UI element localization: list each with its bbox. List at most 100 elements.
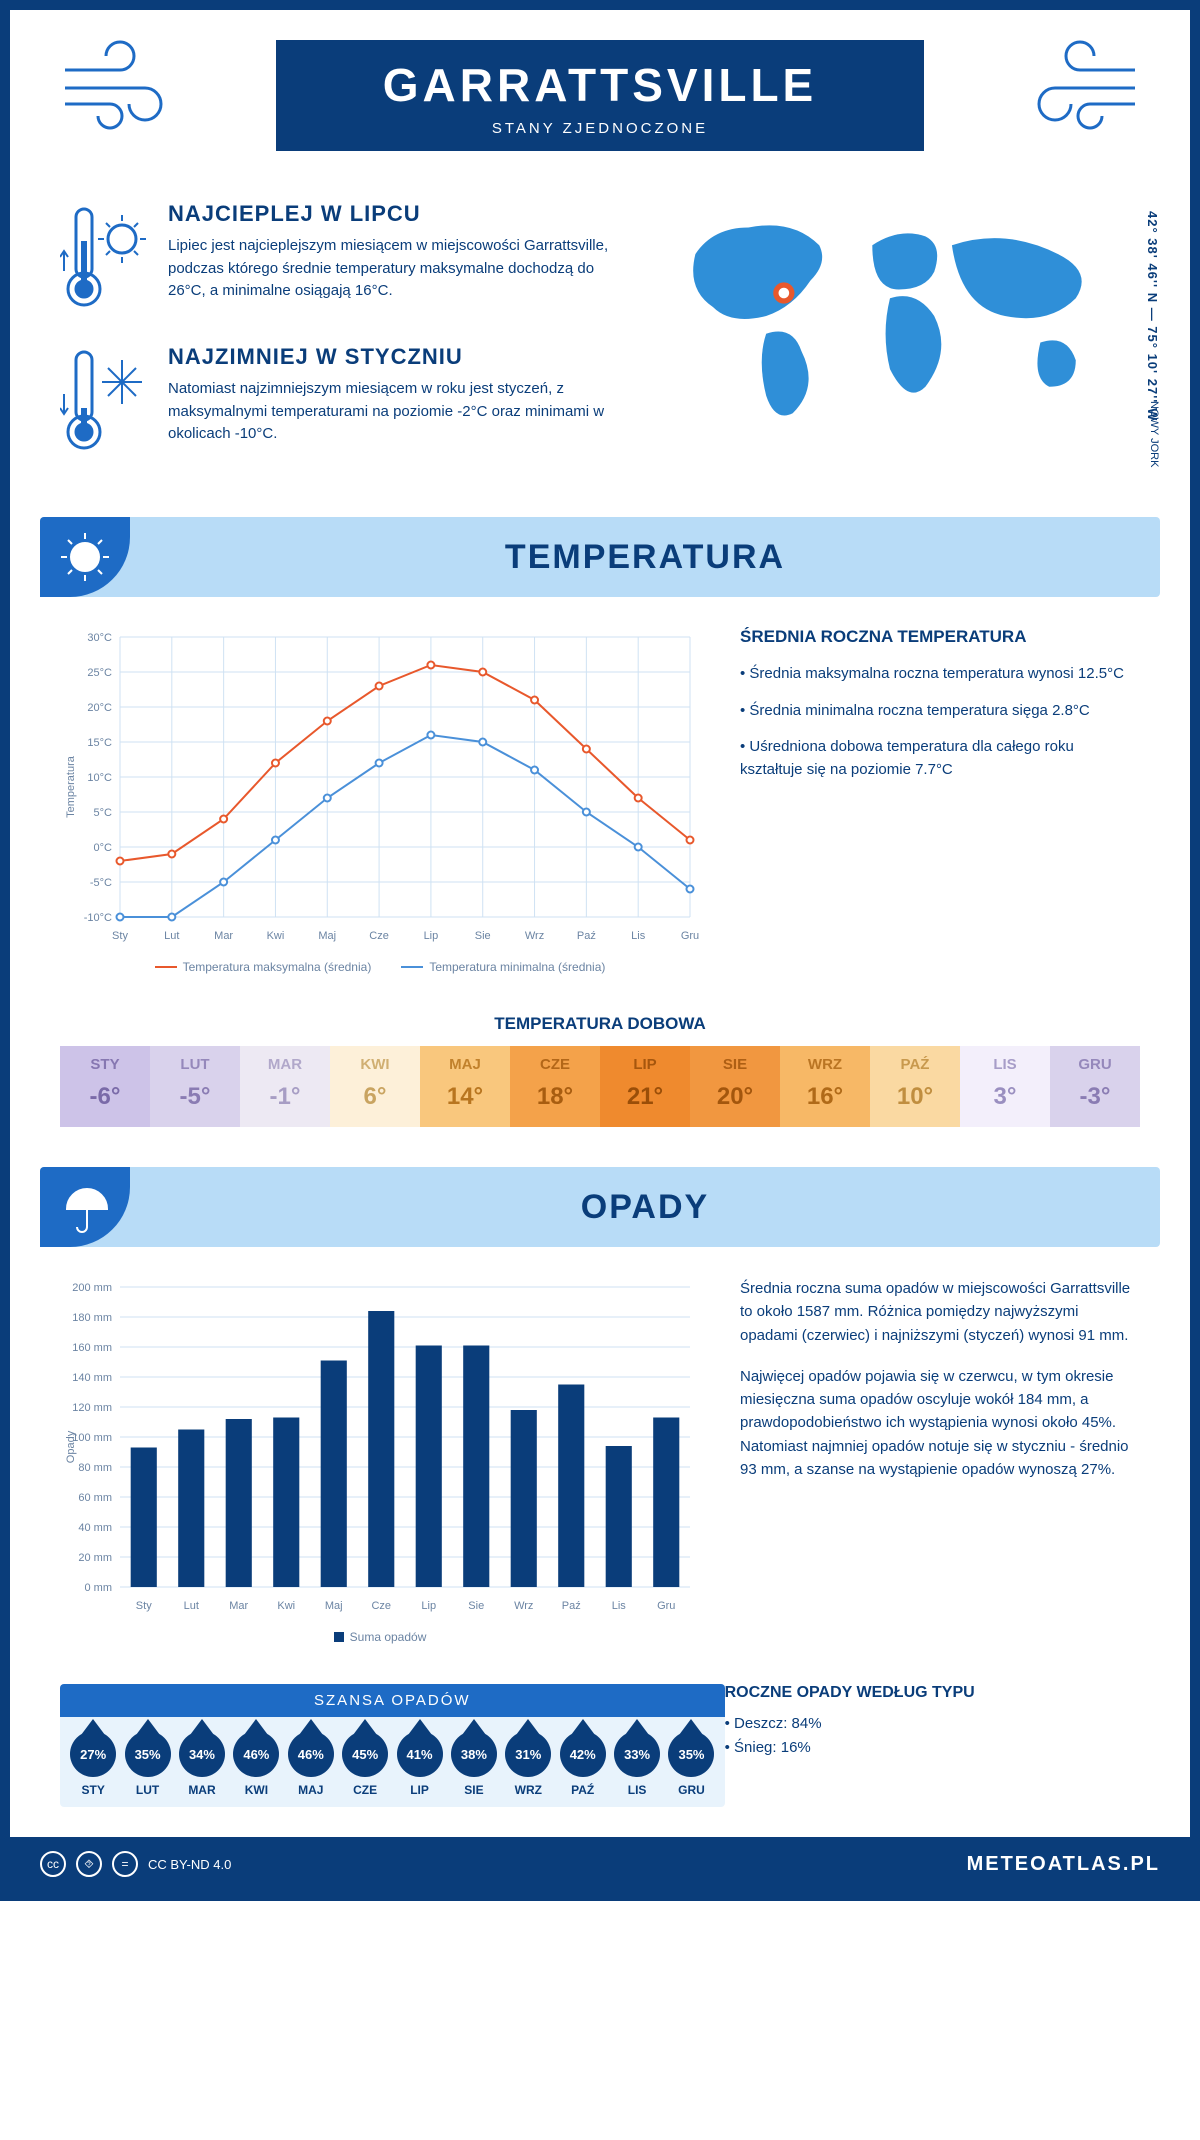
svg-text:120 mm: 120 mm bbox=[72, 1402, 112, 1414]
precip-section-bar: OPADY bbox=[40, 1167, 1160, 1247]
nd-icon: = bbox=[112, 1851, 138, 1877]
info-row: NAJCIEPLEJ W LIPCU Lipiec jest najcieple… bbox=[10, 171, 1190, 507]
svg-text:Paź: Paź bbox=[577, 930, 596, 942]
world-map bbox=[640, 201, 1140, 431]
legend-precip-label: Suma opadów bbox=[350, 1630, 427, 1644]
daily-cell: STY-6° bbox=[60, 1046, 150, 1127]
svg-text:Kwi: Kwi bbox=[277, 1600, 295, 1612]
svg-text:100 mm: 100 mm bbox=[72, 1432, 112, 1444]
cold-text: NAJZIMNIEJ W STYCZNIU Natomiast najzimni… bbox=[168, 344, 610, 459]
legend-min: Temperatura minimalna (średnia) bbox=[401, 960, 605, 974]
raindrop-icon: 35% bbox=[125, 1731, 171, 1777]
wind-deco-right bbox=[1020, 40, 1140, 135]
precip-section-title: OPADY bbox=[130, 1188, 1160, 1227]
chance-cell: 45%CZE bbox=[338, 1731, 392, 1797]
legend-precip: Suma opadów bbox=[334, 1630, 427, 1644]
title-banner: GARRATTSVILLE STANY ZJEDNOCZONE bbox=[276, 40, 924, 151]
svg-text:Lis: Lis bbox=[631, 930, 646, 942]
cold-desc: Natomiast najzimniejszym miesiącem w rok… bbox=[168, 378, 610, 446]
svg-text:Mar: Mar bbox=[229, 1600, 248, 1612]
temp-side-p3: • Uśredniona dobowa temperatura dla całe… bbox=[740, 736, 1140, 781]
precip-p2: Najwięcej opadów pojawia się w czerwcu, … bbox=[740, 1365, 1140, 1481]
chance-row: 27%STY35%LUT34%MAR46%KWI46%MAJ45%CZE41%L… bbox=[60, 1717, 725, 1807]
precip-type-snow: • Śnieg: 16% bbox=[725, 1736, 1140, 1760]
cold-title: NAJZIMNIEJ W STYCZNIU bbox=[168, 344, 610, 370]
daily-cell: CZE18° bbox=[510, 1046, 600, 1127]
chance-title: SZANSA OPADÓW bbox=[60, 1684, 725, 1717]
svg-text:Lip: Lip bbox=[421, 1600, 436, 1612]
raindrop-icon: 31% bbox=[505, 1731, 551, 1777]
daily-cell: SIE20° bbox=[690, 1046, 780, 1127]
umbrella-icon bbox=[40, 1167, 130, 1247]
cold-block: NAJZIMNIEJ W STYCZNIU Natomiast najzimni… bbox=[60, 344, 610, 459]
precip-type-rain: • Deszcz: 84% bbox=[725, 1712, 1140, 1736]
daily-cell: GRU-3° bbox=[1050, 1046, 1140, 1127]
footer-left: cc ⯑ = CC BY-ND 4.0 bbox=[40, 1851, 231, 1877]
chance-cell: 41%LIP bbox=[392, 1731, 446, 1797]
sun-icon bbox=[40, 517, 130, 597]
temp-area: -10°C-5°C0°C5°C10°C15°C20°C25°C30°CStyLu… bbox=[10, 597, 1190, 994]
chance-cell: 34%MAR bbox=[175, 1731, 229, 1797]
svg-text:Paź: Paź bbox=[562, 1600, 581, 1612]
legend-max-label: Temperatura maksymalna (średnia) bbox=[183, 960, 372, 974]
warm-title: NAJCIEPLEJ W LIPCU bbox=[168, 201, 610, 227]
svg-text:Kwi: Kwi bbox=[267, 930, 285, 942]
daily-cell: LUT-5° bbox=[150, 1046, 240, 1127]
temp-side-title: ŚREDNIA ROCZNA TEMPERATURA bbox=[740, 627, 1140, 647]
chance-cell: 31%WRZ bbox=[501, 1731, 555, 1797]
svg-text:Lut: Lut bbox=[184, 1600, 199, 1612]
svg-text:60 mm: 60 mm bbox=[78, 1492, 112, 1504]
svg-text:20°C: 20°C bbox=[87, 702, 112, 714]
chance-cell: 33%LIS bbox=[610, 1731, 664, 1797]
license-text: CC BY-ND 4.0 bbox=[148, 1857, 231, 1872]
svg-text:25°C: 25°C bbox=[87, 667, 112, 679]
inner: GARRATTSVILLE STANY ZJEDNOCZONE bbox=[10, 10, 1190, 1891]
raindrop-icon: 38% bbox=[451, 1731, 497, 1777]
svg-text:40 mm: 40 mm bbox=[78, 1522, 112, 1534]
country-subtitle: STANY ZJEDNOCZONE bbox=[316, 120, 884, 137]
daily-title: TEMPERATURA DOBOWA bbox=[10, 1014, 1190, 1034]
chance-cell: 46%KWI bbox=[229, 1731, 283, 1797]
svg-text:160 mm: 160 mm bbox=[72, 1342, 112, 1354]
svg-text:15°C: 15°C bbox=[87, 737, 112, 749]
svg-text:-10°C: -10°C bbox=[84, 912, 112, 924]
svg-text:Sie: Sie bbox=[468, 1600, 484, 1612]
svg-text:Cze: Cze bbox=[369, 930, 389, 942]
daily-cell: MAJ14° bbox=[420, 1046, 510, 1127]
temp-legend: Temperatura maksymalna (średnia) Tempera… bbox=[60, 960, 700, 974]
precip-area: 0 mm20 mm40 mm60 mm80 mm100 mm120 mm140 … bbox=[10, 1247, 1190, 1664]
daily-cell: LIS3° bbox=[960, 1046, 1050, 1127]
chance-cell: 35%LUT bbox=[120, 1731, 174, 1797]
chance-cell: 42%PAŹ bbox=[556, 1731, 610, 1797]
header: GARRATTSVILLE STANY ZJEDNOCZONE bbox=[10, 10, 1190, 171]
city-title: GARRATTSVILLE bbox=[316, 58, 884, 112]
svg-text:30°C: 30°C bbox=[87, 632, 112, 644]
precip-chart: 0 mm20 mm40 mm60 mm80 mm100 mm120 mm140 … bbox=[60, 1277, 700, 1644]
daily-cell: MAR-1° bbox=[240, 1046, 330, 1127]
chance-cell: 38%SIE bbox=[447, 1731, 501, 1797]
daily-cell: PAŹ10° bbox=[870, 1046, 960, 1127]
page-frame: GARRATTSVILLE STANY ZJEDNOCZONE bbox=[0, 0, 1200, 1901]
precip-bottom-row: SZANSA OPADÓW 27%STY35%LUT34%MAR46%KWI46… bbox=[60, 1684, 1140, 1807]
svg-text:Lip: Lip bbox=[424, 930, 439, 942]
thermometer-hot-icon bbox=[60, 201, 150, 316]
svg-text:Lis: Lis bbox=[612, 1600, 627, 1612]
raindrop-icon: 46% bbox=[233, 1731, 279, 1777]
legend-min-label: Temperatura minimalna (średnia) bbox=[429, 960, 605, 974]
svg-text:Lut: Lut bbox=[164, 930, 179, 942]
svg-text:Gru: Gru bbox=[657, 1600, 675, 1612]
raindrop-icon: 42% bbox=[560, 1731, 606, 1777]
svg-text:Maj: Maj bbox=[318, 930, 336, 942]
svg-text:Temperatura: Temperatura bbox=[65, 755, 77, 818]
svg-text:200 mm: 200 mm bbox=[72, 1282, 112, 1294]
svg-text:Maj: Maj bbox=[325, 1600, 343, 1612]
svg-text:Sie: Sie bbox=[475, 930, 491, 942]
raindrop-icon: 33% bbox=[614, 1731, 660, 1777]
region-label: NOWY JORK bbox=[1148, 401, 1160, 467]
info-right: 42° 38' 46'' N — 75° 10' 27'' W NOWY JOR… bbox=[640, 201, 1140, 487]
raindrop-icon: 46% bbox=[288, 1731, 334, 1777]
precip-type-title: ROCZNE OPADY WEDŁUG TYPU bbox=[725, 1684, 1140, 1702]
raindrop-icon: 41% bbox=[397, 1731, 443, 1777]
svg-text:Mar: Mar bbox=[214, 930, 233, 942]
precip-type: ROCZNE OPADY WEDŁUG TYPU • Deszcz: 84% •… bbox=[725, 1684, 1140, 1807]
